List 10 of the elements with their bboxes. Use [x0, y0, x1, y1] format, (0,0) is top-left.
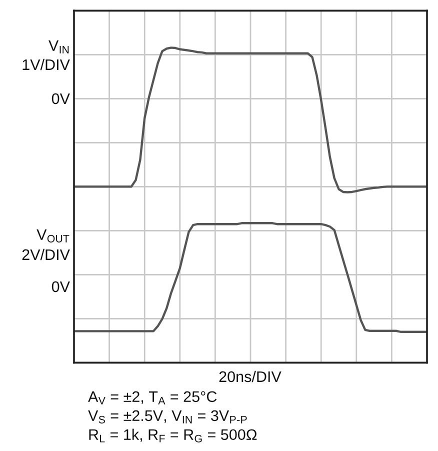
- text: V$_{IN}$: [48, 40, 69, 54]
- text: R$_{L}$ = 1k, R$_{F}$ = R$_{G}$ = 500Ω: [89, 428, 257, 442]
- text: 0V: [52, 281, 70, 292]
- text: V$_{S}$ = ±2.5V, V$_{IN}$ = 3V$_{P-P}$: [88, 410, 247, 424]
- text: 20ns/DIV: [219, 370, 282, 382]
- text: 1V/DIV: [22, 58, 70, 70]
- text: 2V/DIV: [22, 248, 70, 260]
- text: V$_{OUT}$: [36, 229, 70, 242]
- text: A$_{V}$ = ±2, T$_{A}$ = 25°C: [88, 391, 217, 404]
- text: 0V: [52, 93, 70, 104]
